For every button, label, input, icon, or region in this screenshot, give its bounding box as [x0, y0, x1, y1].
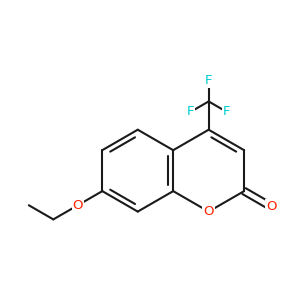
Text: O: O: [73, 199, 83, 212]
Text: F: F: [205, 74, 212, 87]
Text: O: O: [203, 205, 214, 218]
Text: F: F: [223, 105, 230, 119]
Text: F: F: [187, 105, 194, 119]
Text: O: O: [266, 200, 276, 213]
